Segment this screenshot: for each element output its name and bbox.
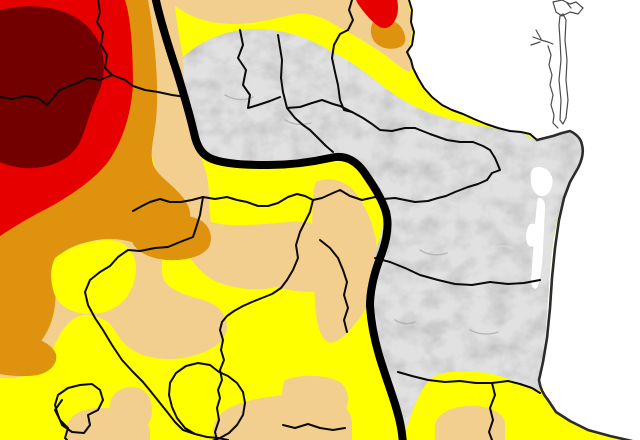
limit-line-jagged — [406, 0, 538, 141]
county-boundaries — [0, 0, 541, 440]
county-line-northeast-cluster — [331, 0, 354, 113]
map-region-d4-core — [0, 6, 104, 169]
county-line-nw — [0, 0, 187, 106]
county-line-central-vertical — [214, 199, 314, 440]
county-line-orange-loop — [84, 196, 229, 440]
island-north-flats — [552, 0, 584, 17]
mainland-shore-line — [547, 45, 559, 129]
lagoon-slivers — [526, 167, 553, 289]
map-region-outside-and-water — [408, 0, 640, 440]
d2-area-left-lobe — [0, 228, 57, 377]
barrier-island-outline — [558, 13, 569, 125]
bay-inlet-channels — [530, 29, 554, 46]
d1-blob-bottom-left-upper — [109, 386, 152, 432]
barrier-island-shoreline — [530, 0, 584, 129]
d1-area-central-kidney — [118, 296, 227, 358]
d1-blob-bottom-center-bump — [282, 375, 349, 420]
county-line-oval — [168, 362, 246, 440]
county-line-gray-blob-vertical — [237, 29, 281, 109]
county-line-border-strip — [382, 127, 501, 203]
d1-area-east-of-line — [311, 179, 378, 343]
county-line-bottom-wiggle — [282, 423, 346, 431]
county-line-small-southwest — [54, 383, 104, 440]
county-line-trunk-west — [132, 189, 384, 212]
county-line-gray-mid — [374, 257, 541, 286]
d3-blob-northeast — [356, 0, 398, 29]
map-region-no-drought-terrain — [183, 28, 583, 431]
county-line-tan-column — [319, 239, 349, 333]
coastline — [535, 129, 633, 440]
thick-boundary-line — [151, 0, 407, 440]
d1-blob-bottom-right — [435, 405, 505, 440]
terrain-ridge-lines — [214, 64, 515, 335]
county-line-gray-south — [397, 371, 541, 440]
county-line-gray-blob-diagonal — [277, 34, 334, 153]
